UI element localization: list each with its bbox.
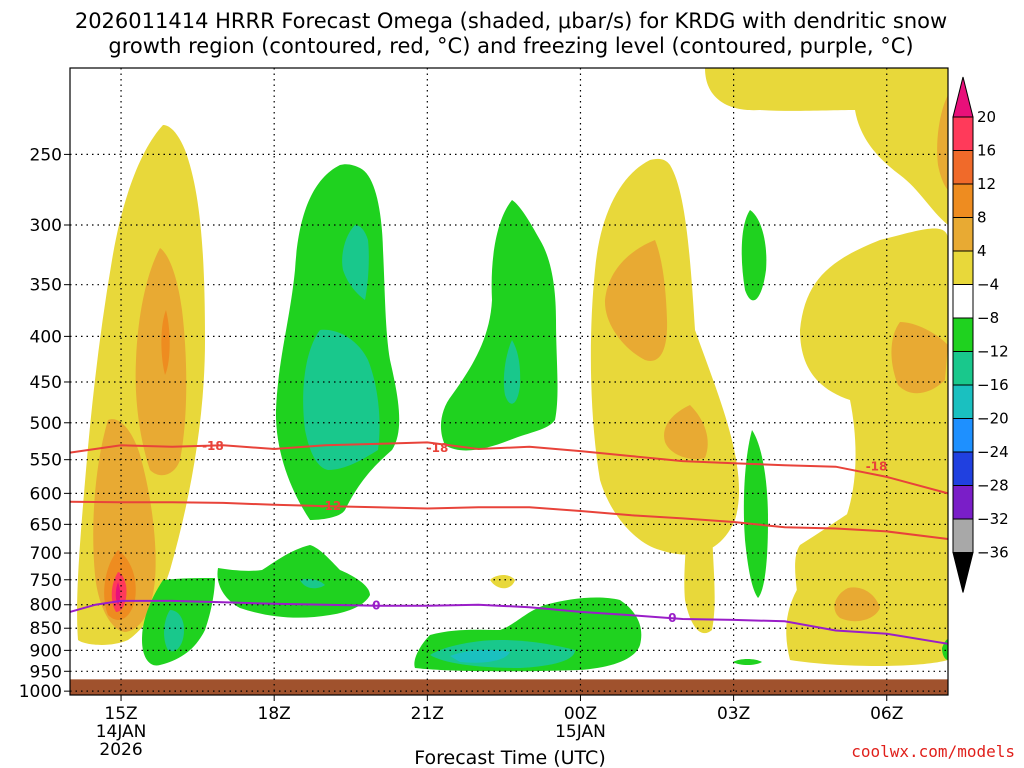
colorbar-segment — [952, 284, 974, 319]
y-tick-label: 400 — [30, 327, 62, 347]
omega-region-yellow-4 — [684, 470, 715, 634]
omega-region-orange-4 — [664, 405, 708, 460]
chart-title-line1: 2026011414 HRRR Forecast Omega (shaded, … — [75, 9, 947, 33]
x-tick-label: 03Z — [717, 704, 750, 724]
temperature-contours: -18 -18 -18 -12 0 0 — [69, 439, 949, 645]
y-tick-label: 1000 — [19, 682, 62, 702]
omega-region-teal-4 — [164, 610, 184, 652]
ground-surface — [70, 679, 948, 695]
y-tick-label: 850 — [30, 619, 62, 639]
colorbar-segment — [952, 451, 974, 486]
omega-region-orange-1 — [135, 248, 187, 476]
contour-line-0 — [69, 441, 949, 495]
y-tick-label: 900 — [30, 641, 62, 661]
contour-label: 0 — [372, 599, 380, 613]
omega-region-green-3 — [217, 545, 370, 618]
colorbar-label: −32 — [977, 510, 1009, 528]
y-tick-label: 700 — [30, 544, 62, 564]
credit-text: coolwx.com/models — [851, 742, 1015, 761]
colorbar-segment — [952, 418, 974, 453]
x-tick-date: 15JAN — [555, 722, 606, 742]
contour-label: -18 — [202, 439, 224, 453]
contour-line-3 — [69, 500, 949, 540]
omega-region-orange-3 — [604, 240, 668, 361]
contour-label: -12 — [319, 499, 341, 513]
colorbar-label: 12 — [977, 175, 996, 193]
y-tick-label: 750 — [30, 571, 62, 591]
contour-label: 0 — [668, 611, 676, 625]
omega-region-pink-1 — [115, 582, 121, 605]
y-tick-label: 350 — [30, 276, 62, 296]
colorbar-label: −4 — [977, 276, 999, 294]
colorbar-segment — [952, 351, 974, 386]
omega-region-yellow-5 — [490, 575, 515, 589]
omega-region-cyan-1 — [450, 649, 510, 663]
colorbar-segment — [952, 150, 974, 185]
colorbar-top-arrow — [952, 76, 974, 118]
y-tick-label: 450 — [30, 373, 62, 393]
y-tick-label: 550 — [30, 451, 62, 471]
omega-region-teal-1 — [342, 225, 369, 300]
x-tick-date: 14JAN — [96, 722, 147, 742]
colorbar-segment — [952, 250, 974, 285]
y-tick-label: 500 — [30, 414, 62, 434]
omega-region-green-2 — [440, 200, 558, 451]
chart-title-line2: growth region (contoured, red, °C) and f… — [108, 34, 913, 58]
x-axis-label: Forecast Time (UTC) — [414, 747, 605, 768]
x-tick-label: 00Z — [564, 704, 597, 724]
x-tick-label: 21Z — [411, 704, 444, 724]
y-tick-label: 300 — [30, 216, 62, 236]
colorbar-label: −28 — [977, 477, 1009, 495]
colorbar-label: 20 — [977, 108, 996, 126]
omega-region-orange-dark-1 — [161, 310, 170, 375]
omega-shading — [77, 68, 948, 672]
colorbar-segment — [952, 518, 974, 553]
y-tick-label: 800 — [30, 596, 62, 616]
y-axis-ticks: 2503003504004505005506006507007508008509… — [19, 145, 70, 702]
colorbar: 20 16 12 8 4 −4 −8 −12 −16 −20 −24 −28 −32 −36 — [952, 76, 1009, 593]
colorbar-segment — [952, 217, 974, 252]
colorbar-segment — [952, 317, 974, 352]
colorbar-label: 4 — [977, 242, 987, 260]
colorbar-label: −12 — [977, 343, 1009, 361]
contour-label: -18 — [866, 460, 888, 474]
colorbar-label: −36 — [977, 544, 1009, 562]
colorbar-label: −20 — [977, 410, 1009, 428]
colorbar-segment — [952, 116, 974, 151]
omega-region-yellow-2 — [590, 158, 740, 555]
x-tick-year: 2026 — [99, 740, 142, 760]
colorbar-label: −16 — [977, 376, 1009, 394]
plot-frame — [69, 67, 949, 696]
omega-region-orange-5 — [891, 322, 948, 394]
omega-region-green-6 — [741, 210, 767, 301]
colorbar-segment — [952, 485, 974, 520]
y-tick-label: 250 — [30, 145, 62, 165]
colorbar-segment — [952, 384, 974, 419]
x-tick-label: 06Z — [870, 704, 903, 724]
omega-region-teal-6 — [300, 578, 325, 589]
x-tick-label: 18Z — [258, 704, 291, 724]
y-tick-label: 950 — [30, 662, 62, 682]
colorbar-bottom-arrow — [952, 552, 974, 593]
colorbar-label: 8 — [977, 209, 987, 227]
y-tick-label: 650 — [30, 515, 62, 535]
omega-region-teal-2 — [303, 329, 380, 470]
colorbar-label: −24 — [977, 443, 1009, 461]
colorbar-label: −8 — [977, 309, 999, 327]
x-tick-label: 15Z — [104, 704, 137, 724]
omega-region-teal-3 — [503, 340, 521, 404]
omega-region-green-8 — [733, 659, 762, 665]
y-tick-label: 600 — [30, 484, 62, 504]
colorbar-segment — [952, 183, 974, 218]
contour-line-4 — [69, 599, 949, 645]
colorbar-label: 16 — [977, 142, 996, 160]
omega-region-yellow-6 — [795, 458, 948, 650]
omega-region-green-7 — [743, 430, 768, 598]
contour-label: -18 — [427, 441, 449, 455]
omega-region-orange-6 — [937, 95, 948, 190]
grid-lines — [70, 68, 948, 695]
